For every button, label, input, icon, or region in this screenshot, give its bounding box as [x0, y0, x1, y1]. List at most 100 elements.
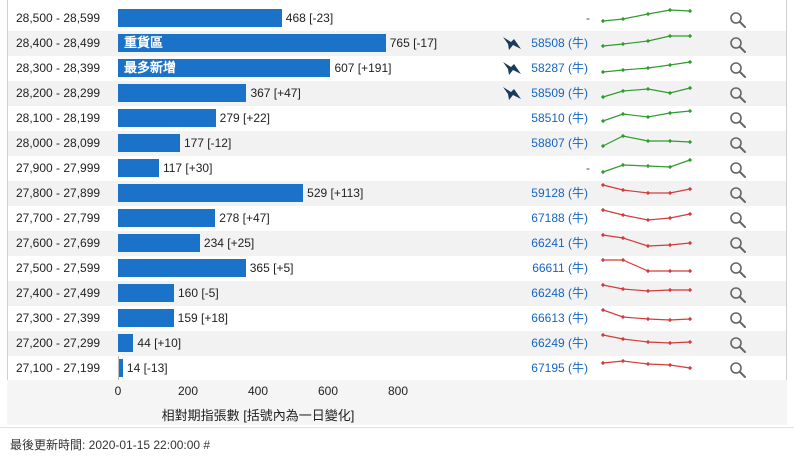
sparkline-point	[667, 164, 673, 170]
table-row: 27,600 - 27,699 234 [+25] 66241 (牛)	[8, 231, 786, 256]
table-row: 27,200 - 27,299 44 [+10] 66249 (牛)	[8, 331, 786, 356]
bull-warrant-link[interactable]: 66249 (牛)	[531, 336, 588, 350]
sparkline-point	[667, 242, 673, 248]
sparkline-point	[620, 336, 626, 342]
strike-range: 28,400 - 28,499	[16, 36, 101, 50]
trend-sparkline	[600, 358, 693, 371]
footer-divider	[0, 427, 794, 428]
sparkline-point	[645, 217, 651, 223]
sparkline-point	[600, 360, 606, 366]
strike-range: 27,600 - 27,699	[16, 236, 101, 250]
contracts-bar	[118, 359, 123, 377]
sparkline-point	[667, 90, 673, 96]
axis-tick-label: 600	[317, 384, 339, 398]
sparkline-point	[620, 212, 626, 218]
sparkline-point	[687, 33, 693, 39]
bull-warrant-link[interactable]: 66241 (牛)	[531, 236, 588, 250]
sparkline-point	[620, 358, 626, 364]
sparkline-point	[645, 114, 651, 120]
bull-warrant-link[interactable]: 58510 (牛)	[531, 111, 588, 125]
bull-warrant-link[interactable]: 59128 (牛)	[531, 186, 588, 200]
trend-sparkline	[600, 282, 693, 294]
bull-warrant-link[interactable]: 58509 (牛)	[531, 86, 588, 100]
contracts-bar	[118, 234, 200, 252]
bull-warrant-link[interactable]: 66248 (牛)	[531, 286, 588, 300]
bull-warrant-link[interactable]: 66611 (牛)	[532, 261, 588, 275]
trend-sparkline	[600, 85, 693, 100]
sparkline-point	[645, 243, 651, 249]
strike-range: 27,900 - 27,999	[16, 161, 101, 175]
search-icon[interactable]	[729, 211, 747, 229]
contracts-value: 365 [+5]	[249, 261, 294, 275]
search-icon[interactable]	[729, 336, 747, 354]
search-icon[interactable]	[729, 11, 747, 29]
search-icon[interactable]	[729, 286, 747, 304]
sparkline-point	[645, 38, 651, 44]
trend-sparkline	[600, 7, 693, 24]
sparkline-point	[620, 286, 626, 292]
search-icon[interactable]	[729, 311, 747, 329]
strike-range: 27,500 - 27,599	[16, 261, 101, 275]
contracts-bar	[118, 284, 174, 302]
bull-warrant-link[interactable]: 58287 (牛)	[531, 61, 588, 75]
table-row: 27,400 - 27,499 160 [-5] 66248 (牛)	[8, 281, 786, 306]
strike-range: 28,200 - 28,299	[16, 86, 101, 100]
sparkline-point	[687, 186, 693, 192]
contracts-bar	[118, 84, 247, 102]
trend-sparkline	[600, 232, 693, 249]
sparkline-point	[645, 138, 651, 144]
bull-warrant-link[interactable]: 67195 (牛)	[531, 361, 588, 375]
strike-range: 27,700 - 27,799	[16, 211, 101, 225]
sparkline-point	[620, 41, 626, 47]
sparkline-point	[667, 287, 673, 293]
contracts-bar	[118, 134, 180, 152]
bull-warrant-link[interactable]: 67188 (牛)	[531, 211, 588, 225]
trend-sparkline	[600, 133, 693, 149]
table-row: 27,700 - 27,799 278 [+47] 67188 (牛)	[8, 206, 786, 231]
sparkline-point	[645, 65, 651, 71]
sparkline-point	[667, 215, 673, 221]
sparkline-point	[645, 163, 651, 169]
search-icon[interactable]	[729, 36, 747, 54]
sparkline-point	[645, 361, 651, 367]
search-icon[interactable]	[729, 86, 747, 104]
bull-warrant-link[interactable]: 58508 (牛)	[531, 36, 588, 50]
search-icon[interactable]	[729, 61, 747, 79]
search-icon[interactable]	[729, 111, 747, 129]
bull-warrant-link[interactable]: 66613 (牛)	[531, 311, 588, 325]
search-icon[interactable]	[729, 236, 747, 254]
sparkline-point	[645, 316, 651, 322]
strike-range: 27,200 - 27,299	[16, 336, 101, 350]
sparkline-point	[687, 316, 693, 322]
table-row: 28,000 - 28,099 177 [-12] 58807 (牛)	[8, 131, 786, 156]
contracts-value: 14 [-13]	[126, 361, 168, 375]
search-icon[interactable]	[729, 161, 747, 179]
sparkline-point	[687, 108, 693, 114]
sparkline-point	[667, 340, 673, 346]
strike-range: 28,100 - 28,199	[16, 111, 101, 125]
contracts-value: 117 [+30]	[162, 161, 213, 175]
sparkline-point	[620, 235, 626, 241]
sparkline-point	[620, 88, 626, 94]
strike-range: 27,100 - 27,199	[16, 361, 101, 375]
sparkline-point	[687, 157, 693, 163]
table-row: 27,800 - 27,899 529 [+113] 59128 (牛)	[8, 181, 786, 206]
table-row: 27,500 - 27,599 365 [+5] 66611 (牛)	[8, 256, 786, 281]
axis-tick-label: 0	[114, 384, 122, 398]
sparkline-point	[620, 133, 626, 139]
contracts-value: 278 [+47]	[219, 211, 270, 225]
no-warrant-dash: -	[586, 161, 590, 175]
sparkline-point	[645, 268, 651, 274]
search-icon[interactable]	[729, 361, 747, 379]
sparkline-point	[667, 138, 673, 144]
sparkline-point	[667, 33, 673, 39]
search-icon[interactable]	[729, 136, 747, 154]
axis-tick-label: 800	[387, 384, 409, 398]
search-icon[interactable]	[729, 186, 747, 204]
sparkline-point	[600, 257, 606, 263]
contracts-bar: 最多新增	[118, 59, 331, 77]
search-icon[interactable]	[729, 261, 747, 279]
bull-warrant-link[interactable]: 58807 (牛)	[531, 136, 588, 150]
sparkline-point	[667, 362, 673, 368]
sparkline-point	[600, 232, 606, 238]
